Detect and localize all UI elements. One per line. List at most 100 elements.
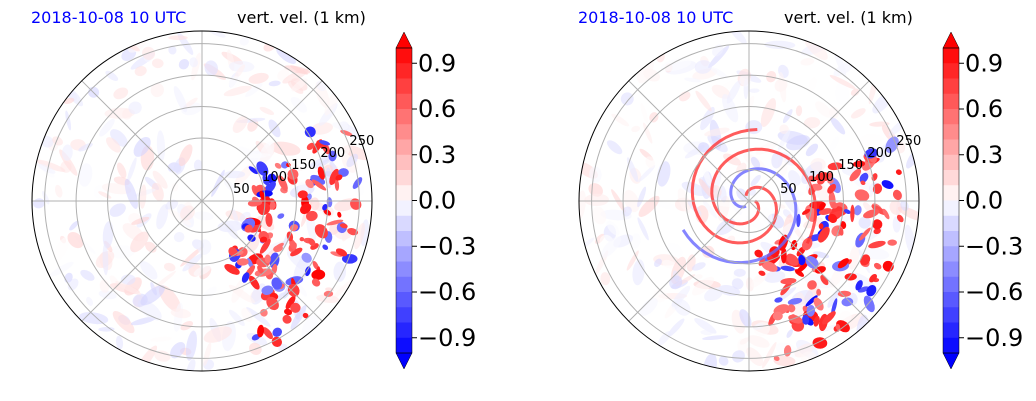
field-cell (168, 45, 177, 55)
field-cell (257, 202, 271, 216)
field-cell (330, 251, 344, 257)
field-cell (329, 222, 340, 235)
field-cell (277, 175, 288, 191)
field-cell (802, 314, 810, 325)
field-cell (702, 335, 729, 341)
field-cell (731, 278, 744, 290)
field-cell (127, 157, 137, 182)
field-cell (858, 216, 871, 229)
field-cell (330, 279, 353, 302)
field-cell (301, 252, 312, 263)
colorbar-level (396, 322, 412, 339)
chart-time-label: 2018-10-08 10 UTC (578, 8, 734, 27)
field-cell (819, 324, 836, 333)
field-cell (257, 324, 265, 338)
field-cell (653, 288, 667, 303)
radial-tick-label: 50 (780, 182, 797, 197)
field-cell (335, 248, 348, 257)
radial-tick-label: 200 (320, 146, 345, 161)
field-cell (244, 224, 253, 233)
field-cell (869, 274, 878, 283)
radial-tick-label: 150 (838, 158, 863, 173)
field-cell (841, 297, 854, 307)
field-cell (859, 172, 869, 183)
field-cell (801, 208, 811, 215)
polar-grid (32, 31, 372, 371)
field-cell (223, 180, 238, 193)
field-cell (140, 285, 165, 306)
field-cell (110, 129, 128, 147)
colorbar-level (943, 231, 959, 247)
field-cell (745, 215, 766, 231)
field-cell (813, 315, 820, 327)
field-cell (815, 101, 832, 118)
polar-plot: 50 100 150 200 250 −0.9 −0.6 −0.3 0.0 0.3 0.6 0.9 (31, 30, 476, 372)
field-cell (290, 305, 307, 330)
field-cell (746, 95, 755, 113)
field-cell (839, 310, 852, 323)
field-cell (694, 60, 712, 74)
field-cell (805, 143, 819, 157)
field-cell (788, 170, 801, 186)
field-cell (848, 243, 860, 270)
field-cell (803, 117, 821, 129)
field-cell (268, 80, 281, 87)
field-cell (896, 214, 904, 223)
field-cell (810, 157, 826, 172)
field-cell (54, 184, 63, 198)
field-cell (665, 242, 683, 258)
field-cell (718, 284, 741, 296)
field-cell (762, 341, 777, 369)
field-cell (65, 110, 72, 131)
field-cell (764, 270, 786, 283)
field-cell (818, 223, 824, 230)
field-cell (835, 82, 849, 106)
field-cell (341, 253, 358, 264)
field-cell (333, 261, 347, 282)
field-cell (193, 211, 214, 221)
field-cell (859, 134, 886, 147)
radial-tick-label: 200 (867, 146, 892, 161)
field-cell (726, 80, 741, 104)
field-cell (829, 136, 839, 152)
field-cell (652, 200, 680, 210)
colorbar-level (943, 78, 959, 95)
field-cell (290, 247, 303, 257)
field-cell (261, 285, 274, 295)
field-cell (669, 275, 683, 290)
field-cell (822, 311, 836, 325)
field-cell (156, 204, 169, 230)
field-cell (335, 174, 343, 181)
colorbar-tick-label: 0.3 (965, 141, 1003, 169)
field-cell (245, 83, 263, 97)
field-cell (860, 180, 866, 186)
field-cell (248, 275, 260, 290)
field-cell (758, 270, 766, 276)
colorbar-level (396, 200, 412, 217)
field-cell (739, 309, 752, 328)
colorbar-level (943, 200, 959, 217)
field-cell (667, 318, 685, 338)
field-cell (882, 208, 890, 220)
field-cell (346, 153, 359, 168)
field-cell (896, 142, 906, 154)
field-cell (620, 92, 634, 106)
field-cell (69, 220, 79, 231)
field-cell (811, 183, 823, 191)
field-cell (257, 265, 264, 274)
field-cell (259, 190, 265, 200)
colorbar-extend-max (942, 31, 960, 49)
field-cell (102, 243, 109, 276)
field-cell (67, 232, 84, 249)
field-cell (885, 136, 899, 153)
field-cell (299, 237, 305, 242)
field-cell (795, 263, 808, 274)
field-cell (98, 326, 115, 332)
field-cell (167, 208, 192, 226)
field-cell (873, 262, 882, 270)
field-cell (873, 228, 881, 235)
field-cell (745, 277, 754, 292)
field-cell (291, 78, 308, 92)
polar-plot: 50 100 150 200 250 −0.9 −0.6 −0.3 0.0 0.3 0.6 0.9 (578, 30, 1023, 372)
field-cell (739, 337, 750, 345)
